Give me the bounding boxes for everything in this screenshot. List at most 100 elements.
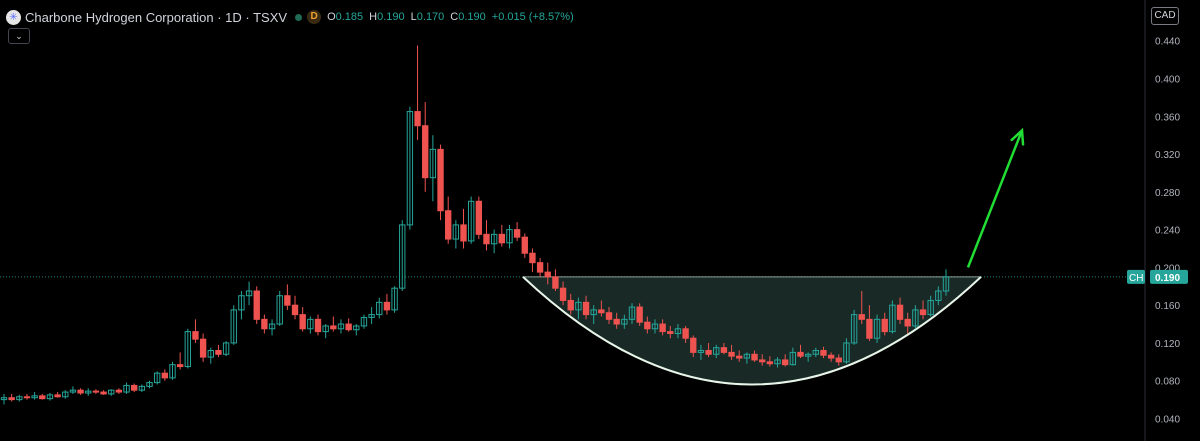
- candle-body: [935, 290, 942, 301]
- candle: [291, 295, 299, 320]
- candle-body: [215, 350, 222, 355]
- cup-curve: [522, 276, 982, 386]
- candle-body: [54, 394, 61, 398]
- candle: [912, 305, 919, 329]
- candle-body: [513, 229, 521, 238]
- candle: [567, 293, 574, 315]
- candle-body: [8, 397, 15, 401]
- candle: [544, 262, 551, 285]
- delayed-badge[interactable]: D: [307, 10, 322, 24]
- candle: [46, 393, 54, 401]
- candle: [207, 347, 214, 364]
- candle: [138, 384, 146, 393]
- candle: [452, 220, 460, 249]
- candle-body: [330, 325, 337, 330]
- ohlc-open: O0.185: [327, 11, 364, 23]
- candle: [368, 307, 375, 325]
- candle-body: [253, 290, 260, 320]
- candle: [490, 229, 498, 254]
- candle-body: [429, 148, 437, 179]
- candle-body: [146, 382, 153, 387]
- y-tick-label: 0.240: [1155, 226, 1180, 237]
- candle: [0, 393, 8, 405]
- candle-body: [452, 224, 460, 240]
- candle-body: [467, 200, 475, 242]
- candle: [774, 357, 781, 368]
- candle: [16, 394, 23, 402]
- candle-body: [613, 318, 620, 325]
- candle-body: [682, 328, 689, 339]
- candle-body: [192, 331, 199, 340]
- candle: [92, 389, 100, 394]
- candle: [460, 208, 467, 249]
- candle-body: [728, 351, 735, 357]
- candle-body: [483, 233, 490, 245]
- candle: [728, 344, 735, 360]
- candle-body: [475, 200, 483, 235]
- candle-body: [69, 389, 77, 393]
- candle-body: [115, 389, 123, 393]
- candle-body: [337, 323, 345, 330]
- candle-body: [222, 342, 230, 355]
- y-tick-label: 0.360: [1155, 112, 1180, 123]
- collapse-legend-button[interactable]: ⌄: [8, 28, 30, 44]
- candle-body: [238, 295, 245, 311]
- symbol-badge-label: CH: [1129, 273, 1143, 284]
- candle: [414, 45, 421, 140]
- candle-body: [383, 301, 391, 311]
- candle-body: [720, 347, 728, 353]
- breakout-arrow-head: [1010, 127, 1025, 146]
- candle-body: [843, 342, 850, 363]
- candle: [399, 220, 406, 292]
- candle-body: [16, 396, 23, 401]
- candle: [199, 333, 207, 362]
- candle: [100, 390, 107, 395]
- candle-body: [942, 276, 950, 292]
- candle: [261, 314, 268, 334]
- y-tick-label: 0.160: [1155, 301, 1180, 312]
- candle-body: [376, 301, 383, 316]
- candle: [222, 341, 230, 357]
- candle-body: [797, 351, 804, 357]
- candle: [621, 314, 628, 329]
- candle: [659, 319, 666, 336]
- currency-selector[interactable]: CAD: [1151, 7, 1179, 25]
- candle: [835, 354, 842, 366]
- candle: [759, 354, 766, 366]
- candle-body: [307, 318, 314, 330]
- candle-body: [39, 395, 46, 400]
- candle-body: [422, 125, 429, 179]
- candle: [475, 196, 483, 240]
- candle: [314, 314, 322, 336]
- candle: [582, 295, 590, 320]
- candle-body: [644, 321, 651, 330]
- candle-body: [598, 309, 605, 314]
- candle: [422, 102, 429, 192]
- chevron-down-icon: ⌄: [15, 31, 23, 41]
- candle: [590, 305, 597, 325]
- candle-body: [85, 390, 92, 394]
- ohlc-high: H0.190: [369, 11, 405, 23]
- candle-body: [697, 350, 705, 353]
- symbol-title[interactable]: Charbone Hydrogen Corporation · 1D · TSX…: [25, 9, 288, 25]
- candle-body: [108, 389, 115, 395]
- candle: [337, 319, 345, 334]
- candle: [521, 233, 528, 258]
- candle-body: [314, 318, 322, 333]
- candle-body: [559, 287, 567, 301]
- candle-body: [0, 397, 8, 401]
- candle-body: [161, 372, 169, 379]
- candle-body: [582, 301, 590, 316]
- candle: [736, 350, 743, 362]
- candle: [766, 356, 774, 367]
- candle-body: [774, 359, 781, 365]
- candle: [230, 305, 237, 345]
- candle: [429, 135, 437, 202]
- candle-body: [904, 318, 911, 327]
- candle-body: [391, 287, 398, 311]
- candle: [483, 220, 490, 251]
- candle-body: [100, 391, 107, 395]
- candle: [827, 352, 835, 362]
- symbol-badge-bg: [1127, 269, 1145, 284]
